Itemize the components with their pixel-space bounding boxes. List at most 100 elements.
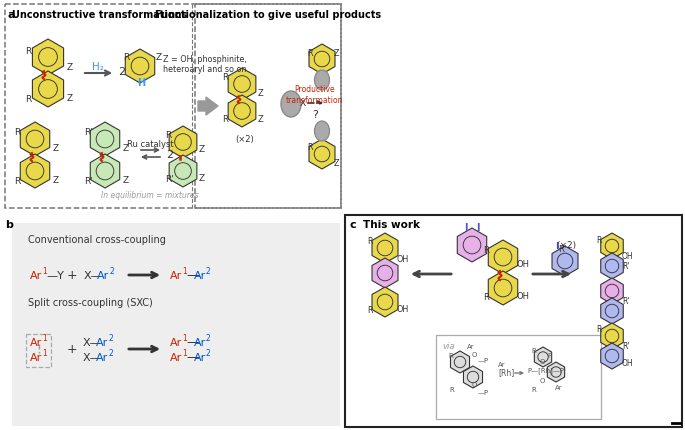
Polygon shape [309, 140, 335, 169]
Text: I: I [464, 222, 467, 233]
Polygon shape [32, 40, 64, 76]
Text: Ar: Ar [96, 337, 108, 347]
Text: Z: Z [199, 145, 205, 154]
Polygon shape [169, 127, 197, 159]
Text: R: R [123, 52, 129, 61]
Text: X: X [300, 99, 306, 108]
Text: R: R [14, 128, 21, 137]
Text: —: — [186, 336, 199, 349]
Bar [436, 335, 601, 419]
Text: 1: 1 [42, 267, 47, 276]
Text: Ar: Ar [30, 352, 42, 362]
Polygon shape [228, 96, 256, 128]
Text: I: I [555, 242, 558, 251]
Text: Ar: Ar [498, 361, 506, 367]
Text: R': R' [84, 177, 92, 186]
Polygon shape [601, 343, 623, 369]
Text: Z: Z [53, 176, 59, 185]
Text: R: R [25, 47, 32, 56]
Text: OH: OH [397, 305, 409, 314]
Text: Ar: Ar [30, 337, 42, 347]
Polygon shape [90, 123, 120, 157]
Text: O: O [540, 358, 545, 364]
Text: R': R' [622, 297, 630, 306]
Text: R: R [367, 237, 373, 246]
Text: 2: 2 [108, 349, 113, 358]
Polygon shape [552, 246, 578, 276]
Text: Z: Z [67, 62, 73, 71]
Polygon shape [547, 362, 564, 382]
Polygon shape [601, 253, 623, 280]
Text: Z: Z [258, 88, 264, 97]
Polygon shape [601, 278, 623, 304]
Text: O: O [472, 381, 477, 387]
Text: Ar: Ar [194, 270, 206, 280]
Text: Ar: Ar [30, 270, 42, 280]
Text: Z: Z [123, 144, 129, 153]
Polygon shape [21, 155, 50, 189]
Bar [345, 215, 682, 427]
Text: OH: OH [397, 255, 409, 264]
Text: OH: OH [622, 252, 634, 261]
Text: 2: 2 [166, 150, 173, 160]
Text: R': R' [84, 128, 92, 137]
Text: R': R' [165, 175, 174, 184]
Text: Unconstructive transformations: Unconstructive transformations [12, 10, 188, 20]
Text: R: R [448, 352, 453, 358]
Text: Z: Z [199, 174, 205, 183]
FancyArrow shape [198, 98, 218, 116]
Text: OH: OH [622, 359, 634, 368]
Text: Ar: Ar [97, 270, 109, 280]
Polygon shape [372, 233, 398, 264]
Text: Split cross-coupling (SXC): Split cross-coupling (SXC) [28, 297, 153, 307]
Polygon shape [228, 69, 256, 101]
Polygon shape [601, 323, 623, 349]
Text: R: R [25, 95, 32, 104]
Polygon shape [488, 271, 518, 305]
Polygon shape [451, 351, 469, 373]
Polygon shape [309, 45, 335, 75]
Text: P: P [547, 352, 551, 358]
Polygon shape [372, 258, 398, 289]
Text: —P: —P [478, 389, 489, 395]
Text: Productive
transformation: Productive transformation [286, 85, 344, 104]
Text: R: R [531, 347, 536, 353]
Text: R': R' [622, 262, 630, 271]
Text: Ar: Ar [467, 343, 475, 349]
Text: 1: 1 [182, 334, 187, 343]
Text: X—: X— [83, 352, 102, 362]
Polygon shape [601, 298, 623, 324]
Text: 1: 1 [182, 349, 187, 358]
Text: R: R [596, 236, 601, 245]
Text: R: R [449, 386, 453, 392]
Polygon shape [488, 240, 518, 274]
Bar [26, 334, 51, 367]
Text: Ar: Ar [170, 270, 182, 280]
Text: —: — [186, 351, 199, 364]
Text: 2: 2 [206, 267, 211, 276]
Polygon shape [21, 123, 50, 157]
Text: R: R [222, 74, 228, 82]
Text: R: R [307, 143, 312, 152]
Polygon shape [125, 50, 155, 84]
Text: R': R' [622, 342, 630, 351]
Text: a: a [7, 10, 14, 20]
Text: Ar: Ar [170, 337, 182, 347]
Text: Z: Z [67, 94, 73, 103]
Polygon shape [534, 347, 551, 367]
Text: OH: OH [517, 260, 530, 269]
Text: 2: 2 [206, 334, 211, 343]
Ellipse shape [314, 71, 329, 91]
Text: This work: This work [363, 219, 420, 230]
Text: Ar: Ar [555, 384, 562, 390]
Text: heteroaryl and so on: heteroaryl and so on [163, 65, 247, 74]
Text: R: R [307, 49, 312, 57]
Text: 2: 2 [108, 334, 113, 343]
Polygon shape [90, 155, 120, 189]
Text: I: I [476, 222, 480, 233]
Text: (×2): (×2) [556, 241, 576, 250]
Text: ?: ? [312, 110, 318, 120]
Text: Conventional cross-coupling: Conventional cross-coupling [28, 234, 166, 244]
Text: P—[Rh]—P: P—[Rh]—P [527, 367, 564, 374]
Text: H: H [137, 78, 145, 88]
